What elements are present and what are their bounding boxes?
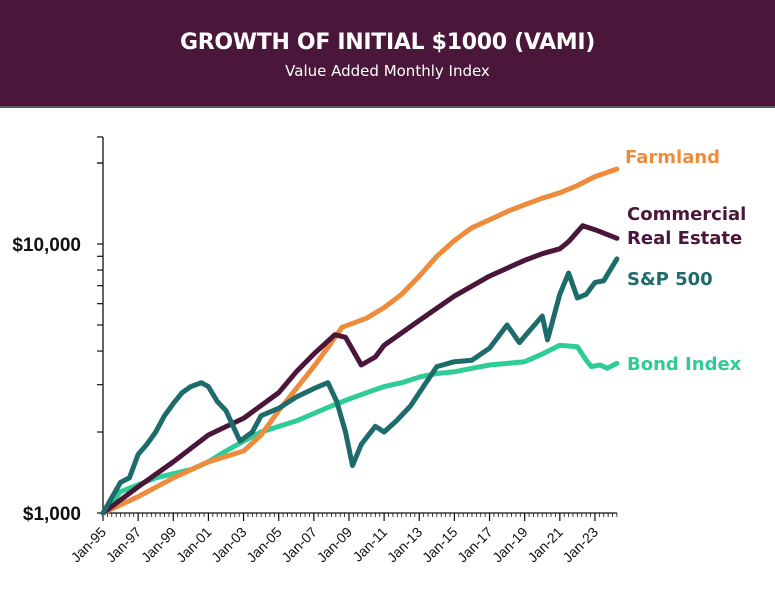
x-tick-label: Jan-95 [68, 524, 110, 566]
x-tick-label: Jan-03 [208, 524, 250, 566]
x-tick-label: Jan-09 [314, 524, 356, 566]
x-tick-label: Jan-01 [173, 524, 215, 566]
x-tick-label: Jan-13 [384, 524, 426, 566]
series-label-s-p-500: S&P 500 [627, 269, 713, 290]
x-tick-label: Jan-19 [489, 524, 531, 566]
x-tick-label: Jan-05 [243, 524, 285, 566]
x-tick-label: Jan-23 [559, 524, 601, 566]
series-lines [100, 166, 620, 516]
chart-subtitle: Value Added Monthly Index [285, 62, 490, 80]
x-tick-label: Jan-17 [454, 524, 496, 566]
series-label-commercial-real-estate: Commercial [627, 204, 746, 225]
series-line-farmland [100, 166, 620, 516]
series-labels: Farmland Commercial Real Estate S&P 500 Bond… [625, 147, 746, 375]
x-tick-label: Jan-21 [524, 524, 566, 566]
series-label-bond-index: Bond Index [627, 354, 742, 375]
x-tick-label: Jan-99 [138, 524, 180, 566]
series-label-farmland: Farmland [625, 147, 720, 168]
series-line-s-p-500 [100, 256, 620, 516]
x-tick-label: Jan-11 [349, 524, 390, 565]
chart-title: GROWTH OF INITIAL $1000 (VAMI) [179, 30, 596, 55]
y-tick-label: $10,000 [12, 235, 81, 256]
x-tick-label: Jan-15 [419, 524, 461, 566]
x-tick-label: Jan-07 [278, 524, 320, 566]
y-tick-label: $1,000 [23, 504, 81, 525]
x-tick-label: Jan-97 [103, 524, 145, 566]
header-banner: GROWTH OF INITIAL $1000 (VAMI) Value Add… [0, 0, 775, 108]
series-line-bond-index [100, 342, 620, 516]
series-label-commercial-real-estate: Real Estate [627, 228, 742, 249]
